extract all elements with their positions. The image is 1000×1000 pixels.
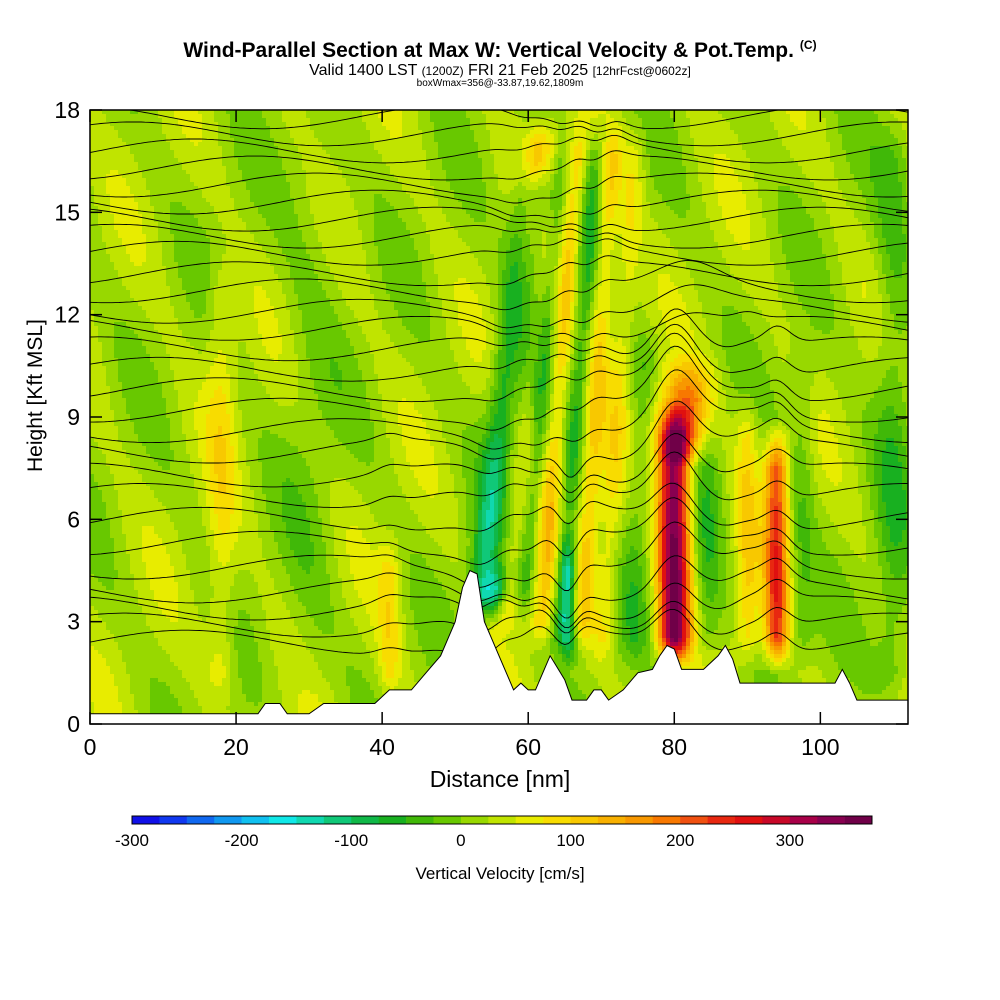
colorbar-tick-label: 100 bbox=[556, 831, 584, 850]
colorbar-tick-label: -200 bbox=[225, 831, 259, 850]
colorbar-swatch bbox=[379, 816, 407, 824]
y-tick-label: 12 bbox=[54, 302, 80, 328]
colorbar-swatch bbox=[324, 816, 352, 824]
colorbar-swatch bbox=[598, 816, 626, 824]
colorbar-swatch bbox=[242, 816, 270, 824]
colorbar-swatch bbox=[461, 816, 489, 824]
colorbar-swatch bbox=[433, 816, 461, 824]
colorbar-swatch bbox=[351, 816, 379, 824]
x-tick-label: 80 bbox=[661, 734, 687, 760]
vertical-velocity-field bbox=[90, 110, 911, 727]
x-tick-label: 60 bbox=[515, 734, 541, 760]
colorbar-swatch bbox=[488, 816, 516, 824]
colorbar-swatch bbox=[845, 816, 873, 824]
x-tick-label: 100 bbox=[801, 734, 839, 760]
colorbar-swatch bbox=[708, 816, 736, 824]
y-axis-label: Height [Kft MSL] bbox=[24, 352, 48, 472]
colorbar-swatch bbox=[625, 816, 653, 824]
y-tick-label: 6 bbox=[67, 506, 80, 532]
colorbar-swatch bbox=[817, 816, 845, 824]
x-tick-label: 0 bbox=[84, 734, 97, 760]
y-tick-label: 0 bbox=[67, 711, 80, 737]
colorbar-swatch bbox=[790, 816, 818, 824]
colorbar-swatch bbox=[269, 816, 297, 824]
colorbar-swatch bbox=[762, 816, 790, 824]
colorbar-swatch bbox=[680, 816, 708, 824]
colorbar-swatch bbox=[406, 816, 434, 824]
x-axis-label: Distance [nm] bbox=[0, 766, 1000, 793]
colorbar-swatch bbox=[735, 816, 763, 824]
cross-section-chart: 0 20 40 60 80 100 0 3 6 9 12 15 18 -300 -200 -100 0 100 2… bbox=[0, 0, 1000, 1000]
colorbar-tick-label: 300 bbox=[776, 831, 804, 850]
colorbar-swatch bbox=[653, 816, 681, 824]
y-tick-label: 3 bbox=[67, 609, 80, 635]
colorbar-swatch bbox=[132, 816, 160, 824]
colorbar-swatch bbox=[296, 816, 324, 824]
colorbar-tick-label: 0 bbox=[456, 831, 465, 850]
colorbar-swatch bbox=[571, 816, 599, 824]
colorbar-swatch bbox=[516, 816, 544, 824]
colorbar-swatch bbox=[214, 816, 242, 824]
colorbar-tick-label: -100 bbox=[334, 831, 368, 850]
y-tick-label: 18 bbox=[54, 97, 80, 123]
colorbar-swatch bbox=[187, 816, 215, 824]
y-tick-label: 15 bbox=[54, 199, 80, 225]
colorbar-tick-label: -300 bbox=[115, 831, 149, 850]
y-tick-label: 9 bbox=[67, 404, 80, 430]
x-tick-label: 40 bbox=[369, 734, 395, 760]
colorbar-swatch bbox=[543, 816, 571, 824]
colorbar-swatch bbox=[159, 816, 187, 824]
colorbar: -300 -200 -100 0 100 200 300 bbox=[115, 816, 872, 850]
x-tick-label: 20 bbox=[223, 734, 249, 760]
colorbar-label: Vertical Velocity [cm/s] bbox=[0, 864, 1000, 884]
colorbar-tick-label: 200 bbox=[666, 831, 694, 850]
